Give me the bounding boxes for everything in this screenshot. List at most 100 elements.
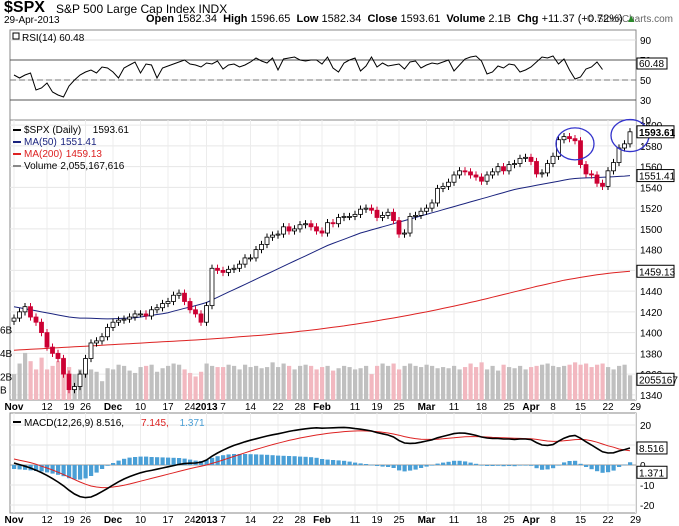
candle-body xyxy=(110,321,116,328)
x-tick-label: 11 xyxy=(350,515,361,526)
volume-bar xyxy=(292,369,297,400)
histogram-bar xyxy=(177,458,182,465)
volume-bar xyxy=(518,365,523,400)
candle-body xyxy=(231,267,237,270)
volume-bar xyxy=(171,363,176,400)
histogram-bar xyxy=(215,456,220,465)
volume-bar xyxy=(578,364,583,400)
volume-bar xyxy=(347,367,352,400)
candle-body xyxy=(352,213,358,217)
candle-body xyxy=(198,313,204,323)
candle-body xyxy=(578,140,583,165)
candle-body xyxy=(187,301,193,311)
histogram-bar xyxy=(567,461,572,465)
x-tick-label: Apr xyxy=(522,515,539,526)
candle-body xyxy=(204,305,209,323)
volume-bar xyxy=(512,368,517,400)
histogram-bar xyxy=(369,464,374,466)
candle-body xyxy=(94,340,99,344)
histogram-bar xyxy=(133,457,138,465)
candle-body xyxy=(248,257,253,260)
volume-bar xyxy=(149,364,154,400)
x-tick-label: 11 xyxy=(449,515,460,526)
volume-bar xyxy=(254,365,259,400)
x-tick-label: 8 xyxy=(550,402,556,413)
histogram-bar xyxy=(50,465,55,474)
histogram-bar xyxy=(584,465,589,467)
x-tick-label: 11 xyxy=(350,402,361,413)
candle-body xyxy=(391,211,396,221)
candle-body xyxy=(99,336,105,342)
high-label: High xyxy=(223,13,248,25)
candle-body xyxy=(572,138,578,142)
x-tick-label: 18 xyxy=(476,402,488,413)
x-tick-label: Mar xyxy=(418,402,436,413)
ma200-line xyxy=(13,270,631,351)
histogram-bar xyxy=(540,465,545,470)
rsi-legend: RSI(14) 60.48 xyxy=(22,33,85,44)
histogram-bar xyxy=(204,460,209,465)
x-tick-label: 24 xyxy=(184,515,196,526)
x-tick-label: Dec xyxy=(104,515,123,526)
histogram-bar xyxy=(243,454,248,465)
x-tick-label: Dec xyxy=(104,402,123,413)
histogram-bar xyxy=(281,455,286,465)
candle-body xyxy=(594,174,600,184)
histogram-bar xyxy=(149,457,154,465)
price-tick-label: 1580 xyxy=(640,142,663,153)
volume-bar xyxy=(111,369,116,400)
candle-body xyxy=(567,136,572,140)
histogram-bar xyxy=(226,454,231,465)
volume-tick-label: B xyxy=(0,385,7,396)
histogram-bar xyxy=(479,465,484,466)
x-tick-label: 29 xyxy=(630,515,642,526)
volume-bar xyxy=(320,367,325,400)
x-tick-label: 14 xyxy=(245,515,257,526)
volume-bar xyxy=(237,369,242,400)
histogram-bar xyxy=(529,465,534,466)
histogram-bar xyxy=(17,465,22,470)
rsi-legend-box xyxy=(12,32,20,40)
volume-bar xyxy=(210,365,215,400)
histogram-bar xyxy=(116,460,121,465)
candle-body xyxy=(341,216,347,218)
candle-body xyxy=(176,292,182,296)
macd-legend-label: 1.371 xyxy=(180,418,205,429)
volume-bar xyxy=(270,362,275,400)
candle-body xyxy=(534,161,539,175)
histogram-bar xyxy=(89,465,94,476)
histogram-bar xyxy=(45,465,50,473)
candle-body xyxy=(88,342,94,359)
x-tick-label: 12 xyxy=(41,515,53,526)
histogram-bar xyxy=(39,465,44,472)
volume-bar xyxy=(17,363,22,400)
volume-bar xyxy=(34,369,39,400)
chg-value: +11.37 (+0.72%) xyxy=(541,13,623,25)
volume-bar xyxy=(226,364,231,400)
up-arrow-icon: ▲ xyxy=(625,13,637,25)
x-tick-label: 2013 xyxy=(195,402,218,413)
histogram-bar xyxy=(611,465,616,471)
histogram-bar xyxy=(111,463,116,465)
price-tick-label: 1400 xyxy=(640,329,663,340)
candle-body xyxy=(297,224,303,230)
volume-bar xyxy=(534,365,539,400)
candle-body xyxy=(611,162,616,172)
histogram-bar xyxy=(578,463,583,465)
histogram-bar xyxy=(622,464,627,466)
volume-bar xyxy=(496,370,501,400)
x-tick-label: 15 xyxy=(575,515,587,526)
histogram-bar xyxy=(314,457,319,465)
histogram-bar xyxy=(386,465,391,467)
volume-bar xyxy=(446,368,451,400)
histogram-bar xyxy=(347,461,352,465)
volume-bar xyxy=(166,365,171,400)
close-value: 1593.61 xyxy=(400,13,441,25)
candle-body xyxy=(380,215,385,218)
volume-bar xyxy=(133,372,138,400)
histogram-bar xyxy=(166,457,171,465)
close-label: Close xyxy=(367,13,398,25)
legend-value: 1459.13 xyxy=(66,149,103,160)
volume-bar xyxy=(540,364,545,400)
candle-body xyxy=(363,207,369,210)
